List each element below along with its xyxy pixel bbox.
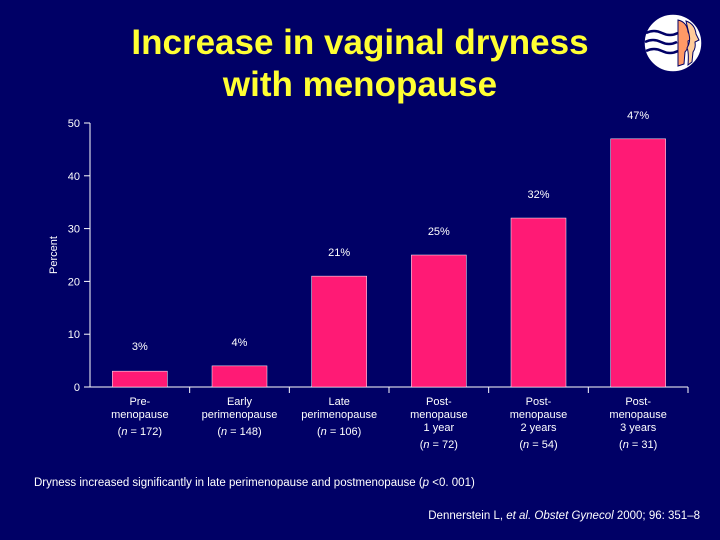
y-tick-label: 0 — [74, 382, 80, 394]
category-label-line: Post- — [625, 396, 651, 408]
category-label-line: 2 years — [520, 422, 557, 434]
title-line-1: Increase in vaginal dryness — [131, 23, 589, 62]
y-tick-label: 10 — [68, 329, 80, 341]
category-label-line: Pre- — [129, 396, 150, 408]
bar-value-label: 3% — [132, 341, 148, 353]
bar-value-label: 4% — [232, 337, 248, 349]
citation-etal: et al. — [506, 510, 532, 522]
category-label-line: menopause — [410, 409, 468, 421]
sample-size-label: (n = 148) — [217, 426, 261, 438]
sample-size-label: (n = 31) — [619, 439, 657, 451]
footnote-text-pre: Dryness increased significantly in late … — [34, 477, 423, 489]
bar — [211, 365, 268, 388]
category-label-line: 1 year — [424, 422, 455, 434]
citation: Dennerstein L, et al. Obstet Gynecol 200… — [392, 510, 700, 522]
bar — [411, 254, 467, 388]
category-label-line: perimenopause — [202, 409, 278, 421]
bar — [112, 370, 168, 388]
category-label-line: menopause — [111, 409, 169, 421]
citation-journal: Obstet Gynecol — [531, 510, 614, 522]
category-label-line: Post- — [426, 396, 452, 408]
category-label-line: Post- — [526, 396, 552, 408]
bar — [610, 138, 666, 388]
bar-value-label: 32% — [527, 189, 549, 201]
category-label-line: menopause — [609, 409, 667, 421]
footnote-p-symbol: p — [422, 477, 430, 489]
footnote-text-post: <0. 001) — [429, 477, 475, 489]
y-tick-label: 20 — [68, 276, 80, 288]
bar-value-label: 47% — [627, 110, 649, 122]
title-line-2: with menopause — [222, 65, 498, 104]
profile-heads-logo-icon — [643, 13, 703, 73]
category-label-line: perimenopause — [301, 409, 377, 421]
bar-chart: 0 10 20 30 40 50 Percent 3% Pre-menopause (n = 1… — [48, 110, 689, 451]
chart-title: Increase in vaginal dryness with menopau… — [60, 22, 660, 106]
sample-size-label: (n = 172) — [118, 426, 162, 438]
citation-rest: 2000; 96: 351–8 — [613, 510, 700, 522]
category-label-line: Late — [328, 396, 349, 408]
y-axis-label: Percent — [48, 236, 60, 274]
category-label-line: menopause — [510, 409, 568, 421]
sample-size-label: (n = 106) — [317, 426, 361, 438]
citation-authors: Dennerstein L, — [428, 510, 507, 522]
y-tick-label: 50 — [68, 118, 80, 130]
bar — [510, 217, 567, 388]
y-tick-label: 30 — [68, 224, 80, 236]
y-tick-label: 40 — [68, 171, 80, 183]
bar-value-label: 25% — [428, 226, 450, 238]
significance-footnote: Dryness increased significantly in late … — [34, 477, 475, 489]
category-label-line: Early — [227, 396, 253, 408]
bar-value-label: 21% — [328, 247, 350, 259]
sample-size-label: (n = 72) — [420, 439, 458, 451]
category-label-line: 3 years — [620, 422, 657, 434]
sample-size-label: (n = 54) — [519, 439, 557, 451]
bar — [311, 275, 367, 388]
